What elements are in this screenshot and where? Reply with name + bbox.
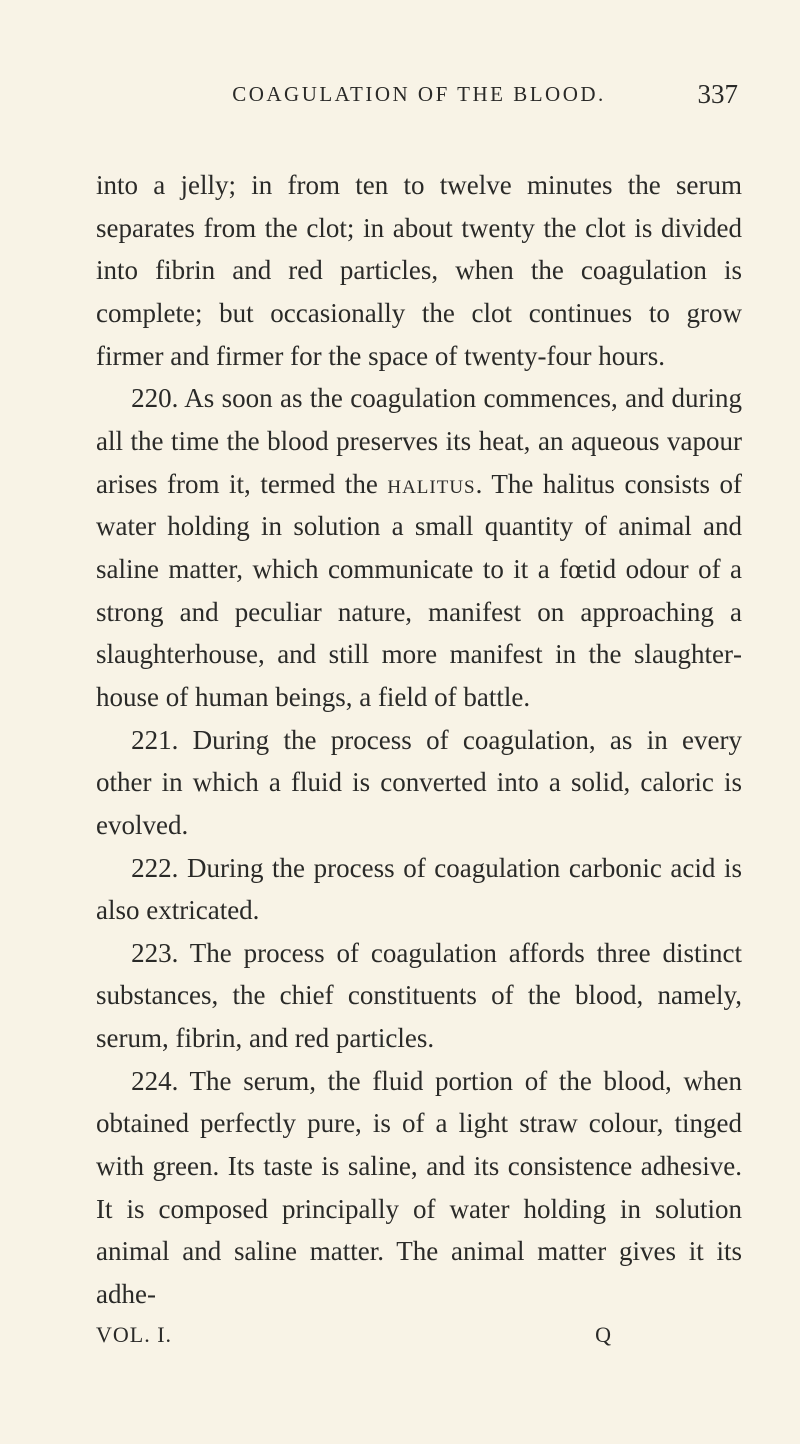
- page-block: COAGULATION OF THE BLOOD. 337 into a jel…: [96, 82, 742, 1348]
- volume-label: VOL. I.: [96, 1322, 172, 1348]
- running-head: COAGULATION OF THE BLOOD. 337: [96, 82, 742, 110]
- para-3: 222. During the process of coagulation c…: [96, 847, 742, 932]
- running-title: COAGULATION OF THE BLOOD.: [232, 82, 606, 107]
- para-1: 220. As soon as the coagulation commence…: [96, 377, 742, 718]
- footer: VOL. I. Q: [96, 1322, 742, 1348]
- para-4: 223. The process of coagulation affords …: [96, 932, 742, 1060]
- para-5: 224. The serum, the fluid portion of the…: [96, 1060, 742, 1316]
- para-2: 221. During the process of coagulation, …: [96, 719, 742, 847]
- page-number: 337: [698, 79, 739, 110]
- para-0: into a jelly; in from ten to twelve minu…: [96, 164, 742, 377]
- body-text: into a jelly; in from ten to twelve minu…: [96, 164, 742, 1316]
- signature-mark: Q: [595, 1322, 612, 1348]
